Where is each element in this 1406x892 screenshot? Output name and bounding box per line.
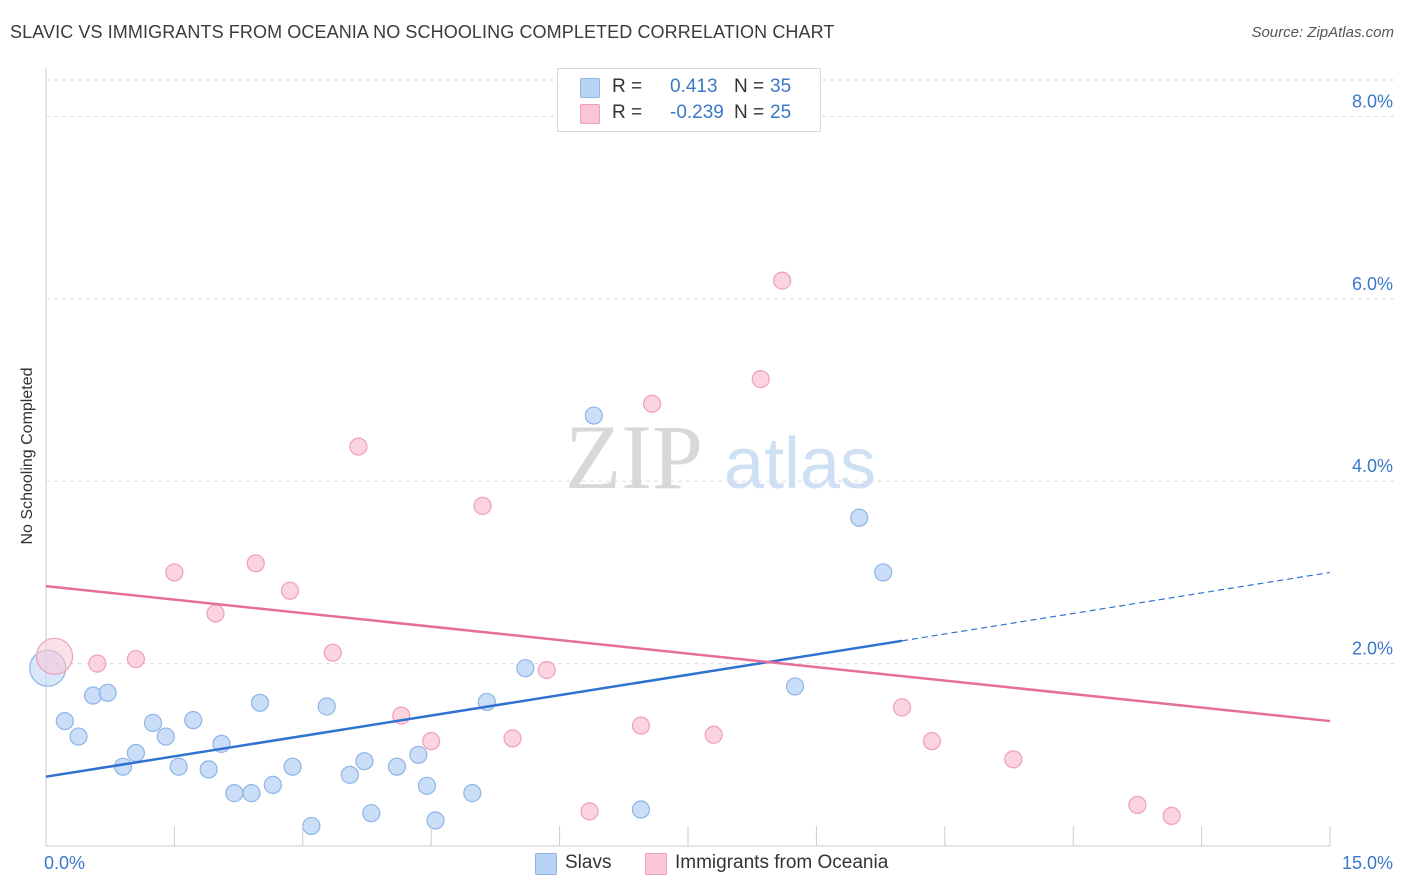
- oceania-point: [922, 732, 942, 751]
- slavs-point: [426, 811, 445, 830]
- slavs-point: [584, 406, 603, 425]
- slavs-point: [242, 784, 261, 803]
- oceania-point: [422, 732, 441, 751]
- oceania-point: [349, 437, 368, 456]
- slavs-point: [409, 745, 428, 764]
- slavs-point: [156, 727, 175, 746]
- y-tick-label: 2.0%: [1352, 639, 1393, 659]
- oceania-point: [1162, 806, 1181, 826]
- bottom-legend-swatch-oceania: [645, 853, 667, 875]
- oceania-point: [280, 581, 300, 600]
- bottom-legend-label: Immigrants from Oceania: [675, 852, 889, 873]
- trend-layer: [45, 571, 1331, 778]
- source-label: Source: ZipAtlas.com: [1251, 24, 1394, 41]
- y-tick-label: 8.0%: [1352, 91, 1393, 111]
- legend-n-value: 35: [770, 76, 792, 97]
- slavs-point: [98, 683, 117, 702]
- oceania-point: [704, 725, 723, 744]
- slavs-point: [387, 757, 407, 776]
- legend-r-label: R =: [612, 76, 643, 97]
- legend-r-value: 0.413: [670, 76, 718, 97]
- oceania-point: [165, 563, 184, 582]
- slavs-trend-extension: [901, 571, 1331, 642]
- oceania-point: [751, 370, 770, 389]
- slavs-point: [126, 743, 145, 763]
- bottom-legend-swatch-slavs: [535, 853, 557, 875]
- oceania-point: [126, 649, 145, 669]
- legend-r-value: -0.239: [670, 102, 724, 123]
- x-tick-label: 0.0%: [44, 853, 85, 873]
- slavs-point: [340, 765, 359, 784]
- legend-n-label: N =: [734, 76, 765, 97]
- slavs-point: [355, 752, 374, 771]
- x-tick-label: 15.0%: [1342, 853, 1393, 873]
- bottom-legend-label: Slavs: [565, 852, 612, 873]
- slavs-point: [516, 659, 535, 678]
- oceania-point: [580, 802, 599, 821]
- oceania-point: [642, 394, 662, 413]
- ticks-layer: 2.0% 4.0% 6.0% 8.0% 0.0% 15.0%: [44, 91, 1393, 873]
- slavs-point: [225, 784, 244, 803]
- slavs-point: [263, 775, 282, 795]
- slavs-point: [874, 563, 893, 582]
- legend-swatch-slavs: [580, 78, 600, 98]
- slavs-point: [69, 727, 88, 746]
- oceania-point: [503, 729, 522, 748]
- slavs-point: [250, 693, 270, 712]
- oceania-point: [537, 660, 556, 680]
- slavs-point: [317, 697, 336, 716]
- slavs-point: [463, 784, 482, 803]
- watermark-atlas: atlas: [724, 424, 876, 504]
- watermark-zip: ZIP: [565, 406, 703, 508]
- oceania-trend-line: [45, 584, 1331, 723]
- oceania-point: [631, 716, 651, 735]
- correlation-legend: R = 0.413 N = 35 R = -0.239 N = 25: [557, 68, 821, 132]
- slavs-point: [283, 757, 302, 776]
- slavs-point: [199, 760, 218, 779]
- chart-title: SLAVIC VS IMMIGRANTS FROM OCEANIA NO SCH…: [10, 22, 835, 42]
- oceania-point: [773, 271, 792, 290]
- slavs-point: [302, 816, 321, 836]
- legend-n-value: 25: [770, 102, 792, 123]
- oceania-point: [88, 654, 107, 673]
- slavs-point: [631, 800, 651, 819]
- oceania-point: [206, 604, 225, 623]
- slavs-point: [362, 804, 381, 823]
- oceania-point: [35, 637, 74, 675]
- oceania-point: [246, 554, 265, 573]
- legend-n-label: N =: [734, 102, 765, 123]
- slavs-point: [169, 757, 188, 776]
- slavs-point: [55, 711, 74, 731]
- points-layer: [29, 271, 1181, 836]
- slavs-trend-line: [45, 639, 903, 778]
- legend-r-label: R =: [612, 102, 643, 123]
- oceania-point: [892, 698, 912, 717]
- oceania-point: [1004, 750, 1023, 769]
- slavs-point: [785, 677, 805, 696]
- oceania-point: [473, 496, 492, 515]
- slavs-point: [850, 508, 869, 527]
- slavs-point: [184, 711, 203, 730]
- oceania-point: [1128, 795, 1147, 815]
- legend-swatch-oceania: [580, 104, 600, 124]
- y-tick-label: 4.0%: [1352, 456, 1393, 476]
- watermark: ZIP atlas: [565, 406, 876, 508]
- slavs-point: [143, 713, 163, 732]
- slavs-point: [417, 776, 437, 795]
- oceania-point: [323, 643, 342, 662]
- y-tick-label: 6.0%: [1352, 274, 1393, 294]
